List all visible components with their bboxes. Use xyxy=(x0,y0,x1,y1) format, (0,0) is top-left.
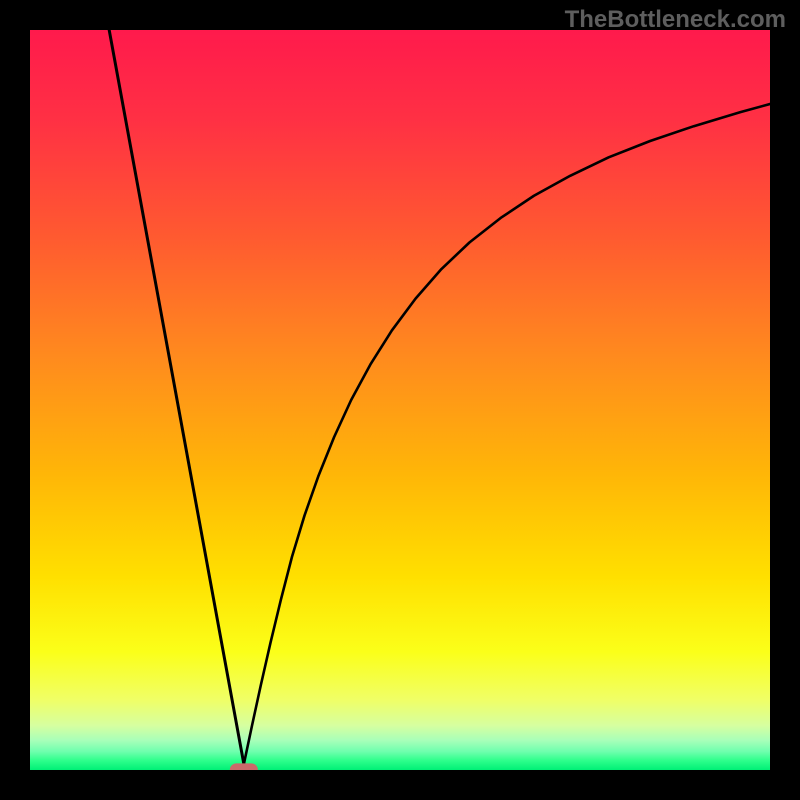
bottleneck-plot xyxy=(30,30,770,770)
optimum-marker xyxy=(230,763,258,770)
chart-frame: TheBottleneck.com xyxy=(0,0,800,800)
gradient-background xyxy=(30,30,770,770)
marker-layer xyxy=(230,763,258,770)
